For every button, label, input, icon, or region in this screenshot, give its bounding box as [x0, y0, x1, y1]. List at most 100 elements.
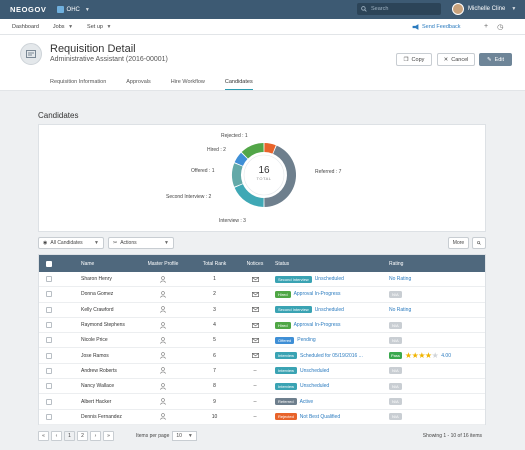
clock-icon[interactable]: ◷: [497, 24, 504, 31]
donut-slice-offered[interactable]: [234, 152, 248, 166]
user-profile-icon[interactable]: [160, 321, 166, 329]
user-profile-icon[interactable]: [160, 367, 166, 375]
header-rating[interactable]: Rating: [389, 260, 404, 267]
search-input[interactable]: Search: [357, 3, 441, 15]
header-notices[interactable]: Notices: [246, 260, 264, 267]
table-row[interactable]: Jose Ramos 6 Interview Scheduled for 05/19/…: [39, 348, 485, 364]
prev-page-button[interactable]: ‹: [51, 431, 62, 441]
nav-dashboard[interactable]: Dashboard: [12, 23, 39, 30]
user-profile-icon[interactable]: [160, 291, 166, 298]
status-link[interactable]: Unscheduled: [300, 367, 330, 374]
candidate-name[interactable]: Nancy Wallace: [81, 383, 115, 390]
mail-icon[interactable]: [251, 307, 259, 313]
status-link[interactable]: Active: [299, 398, 314, 405]
candidate-name[interactable]: Donna Gomez: [81, 291, 114, 298]
candidate-name[interactable]: Albert Hacker: [81, 398, 112, 405]
rating-value[interactable]: No Rating: [389, 306, 412, 313]
row-checkbox[interactable]: [46, 322, 52, 329]
nav-setup[interactable]: Set up ▼: [87, 24, 111, 30]
per-page-select[interactable]: 10 ▼: [172, 431, 197, 441]
copy-button[interactable]: ❐ Copy: [396, 53, 432, 66]
more-button[interactable]: More: [448, 237, 469, 249]
status-link[interactable]: Pending: [297, 337, 316, 344]
user-profile-icon[interactable]: [160, 337, 166, 344]
donut-slice-hired[interactable]: [241, 143, 264, 159]
user-profile-icon[interactable]: [160, 398, 166, 405]
rating-value[interactable]: No Rating: [389, 276, 412, 283]
user-profile-icon[interactable]: [160, 383, 166, 390]
row-checkbox[interactable]: [46, 276, 52, 283]
star-rating[interactable]: ★★★★★: [405, 351, 439, 360]
donut-slice-interview[interactable]: [234, 184, 264, 207]
user-profile-icon[interactable]: [160, 352, 166, 359]
user-profile-icon[interactable]: [160, 306, 166, 314]
mail-icon[interactable]: [251, 322, 259, 328]
table-row[interactable]: Kelly Crawford 3 Second Interview Unschedul…: [39, 303, 485, 318]
send-feedback-link[interactable]: Send Feedback: [412, 24, 461, 30]
header-total-rank[interactable]: Total Rank: [202, 260, 227, 267]
page-1-button[interactable]: 1: [64, 431, 75, 441]
donut-slice-referred[interactable]: [264, 145, 297, 207]
candidate-name[interactable]: Andrew Roberts: [81, 367, 117, 374]
row-checkbox[interactable]: [46, 367, 52, 374]
table-row[interactable]: Sharon Henry 1 Second Interview Unscheduled…: [39, 272, 485, 288]
actions-select[interactable]: ✂ Actions ▼: [108, 237, 174, 249]
header-master-profile[interactable]: Master Profile: [147, 260, 179, 267]
table-row[interactable]: Raymond Stephens 4 Hired Approval In-Progre…: [39, 318, 485, 334]
status-link[interactable]: Approval In-Progress: [293, 322, 341, 329]
table-row[interactable]: Nicole Price 5 Offered Pending N/A: [39, 333, 485, 349]
mail-icon[interactable]: [251, 337, 259, 343]
header-status[interactable]: Status: [275, 260, 290, 267]
tab-approvals[interactable]: Approvals: [126, 79, 151, 85]
row-checkbox[interactable]: [46, 352, 52, 359]
donut-slice-second-interview[interactable]: [232, 163, 243, 187]
brand-logo[interactable]: NEOGOV: [10, 5, 47, 14]
status-link[interactable]: Not Best Qualified: [299, 413, 341, 420]
candidate-name[interactable]: Raymond Stephens: [81, 322, 125, 329]
header-name[interactable]: Name: [81, 260, 95, 267]
nav-jobs[interactable]: Jobs ▼: [53, 24, 73, 30]
page-2-button[interactable]: 2: [77, 431, 88, 441]
next-page-button[interactable]: ›: [90, 431, 101, 441]
first-page-button[interactable]: «: [38, 431, 49, 441]
tab-requisition-information[interactable]: Requisition Information: [50, 79, 107, 85]
row-checkbox[interactable]: [46, 291, 52, 298]
candidate-name[interactable]: Jose Ramos: [81, 352, 109, 359]
row-checkbox[interactable]: [46, 306, 52, 313]
table-row[interactable]: Nancy Wallace 8 -- Interview Unscheduled N/A: [39, 379, 485, 395]
org-switcher[interactable]: OHC ▼: [56, 6, 90, 13]
row-checkbox[interactable]: [46, 398, 52, 405]
mail-icon[interactable]: [251, 276, 259, 282]
table-search-button[interactable]: [472, 237, 486, 249]
status-link[interactable]: Scheduled for 05/19/2016 ...: [300, 352, 363, 359]
table-row[interactable]: Donna Gomez 2 Hired Approval In-Progress N/A: [39, 287, 485, 303]
donut-slice-rejected[interactable]: [264, 143, 276, 154]
tab-hire-workflow[interactable]: Hire Workflow: [170, 79, 205, 85]
table-row[interactable]: Dennis Fernandez 10 -- Rejected Not Best Qua…: [39, 410, 485, 425]
status-link[interactable]: Unscheduled: [314, 306, 344, 313]
row-checkbox[interactable]: [46, 413, 52, 420]
status-link[interactable]: Unscheduled: [314, 276, 344, 283]
mail-icon[interactable]: [251, 291, 259, 297]
candidate-name[interactable]: Dennis Fernandez: [81, 413, 122, 420]
filter-select[interactable]: ◉ All Candidates ▼: [38, 237, 104, 249]
tab-candidates[interactable]: Candidates: [224, 79, 253, 90]
table-row[interactable]: Albert Hacker 9 -- Referred Active N/A: [39, 394, 485, 410]
edit-button[interactable]: ✎ Edit: [479, 53, 512, 66]
plus-icon[interactable]: +: [484, 23, 489, 30]
candidate-name[interactable]: Sharon Henry: [81, 276, 112, 283]
mail-icon[interactable]: [251, 353, 259, 359]
candidate-name[interactable]: Kelly Crawford: [81, 306, 114, 313]
user-menu[interactable]: Michelle Cline ▼: [452, 3, 516, 15]
user-profile-icon[interactable]: [160, 275, 166, 283]
status-link[interactable]: Unscheduled: [300, 383, 330, 390]
row-checkbox[interactable]: [46, 337, 52, 344]
user-profile-icon[interactable]: [160, 413, 166, 421]
row-checkbox[interactable]: [46, 383, 52, 390]
rating-value[interactable]: 4.00: [441, 352, 451, 359]
last-page-button[interactable]: »: [103, 431, 114, 441]
candidate-name[interactable]: Nicole Price: [81, 337, 108, 344]
select-all-checkbox[interactable]: [46, 260, 52, 267]
table-row[interactable]: Andrew Roberts 7 -- Interview Unscheduled N/A: [39, 364, 485, 380]
cancel-button[interactable]: ✕ Cancel: [437, 53, 475, 66]
